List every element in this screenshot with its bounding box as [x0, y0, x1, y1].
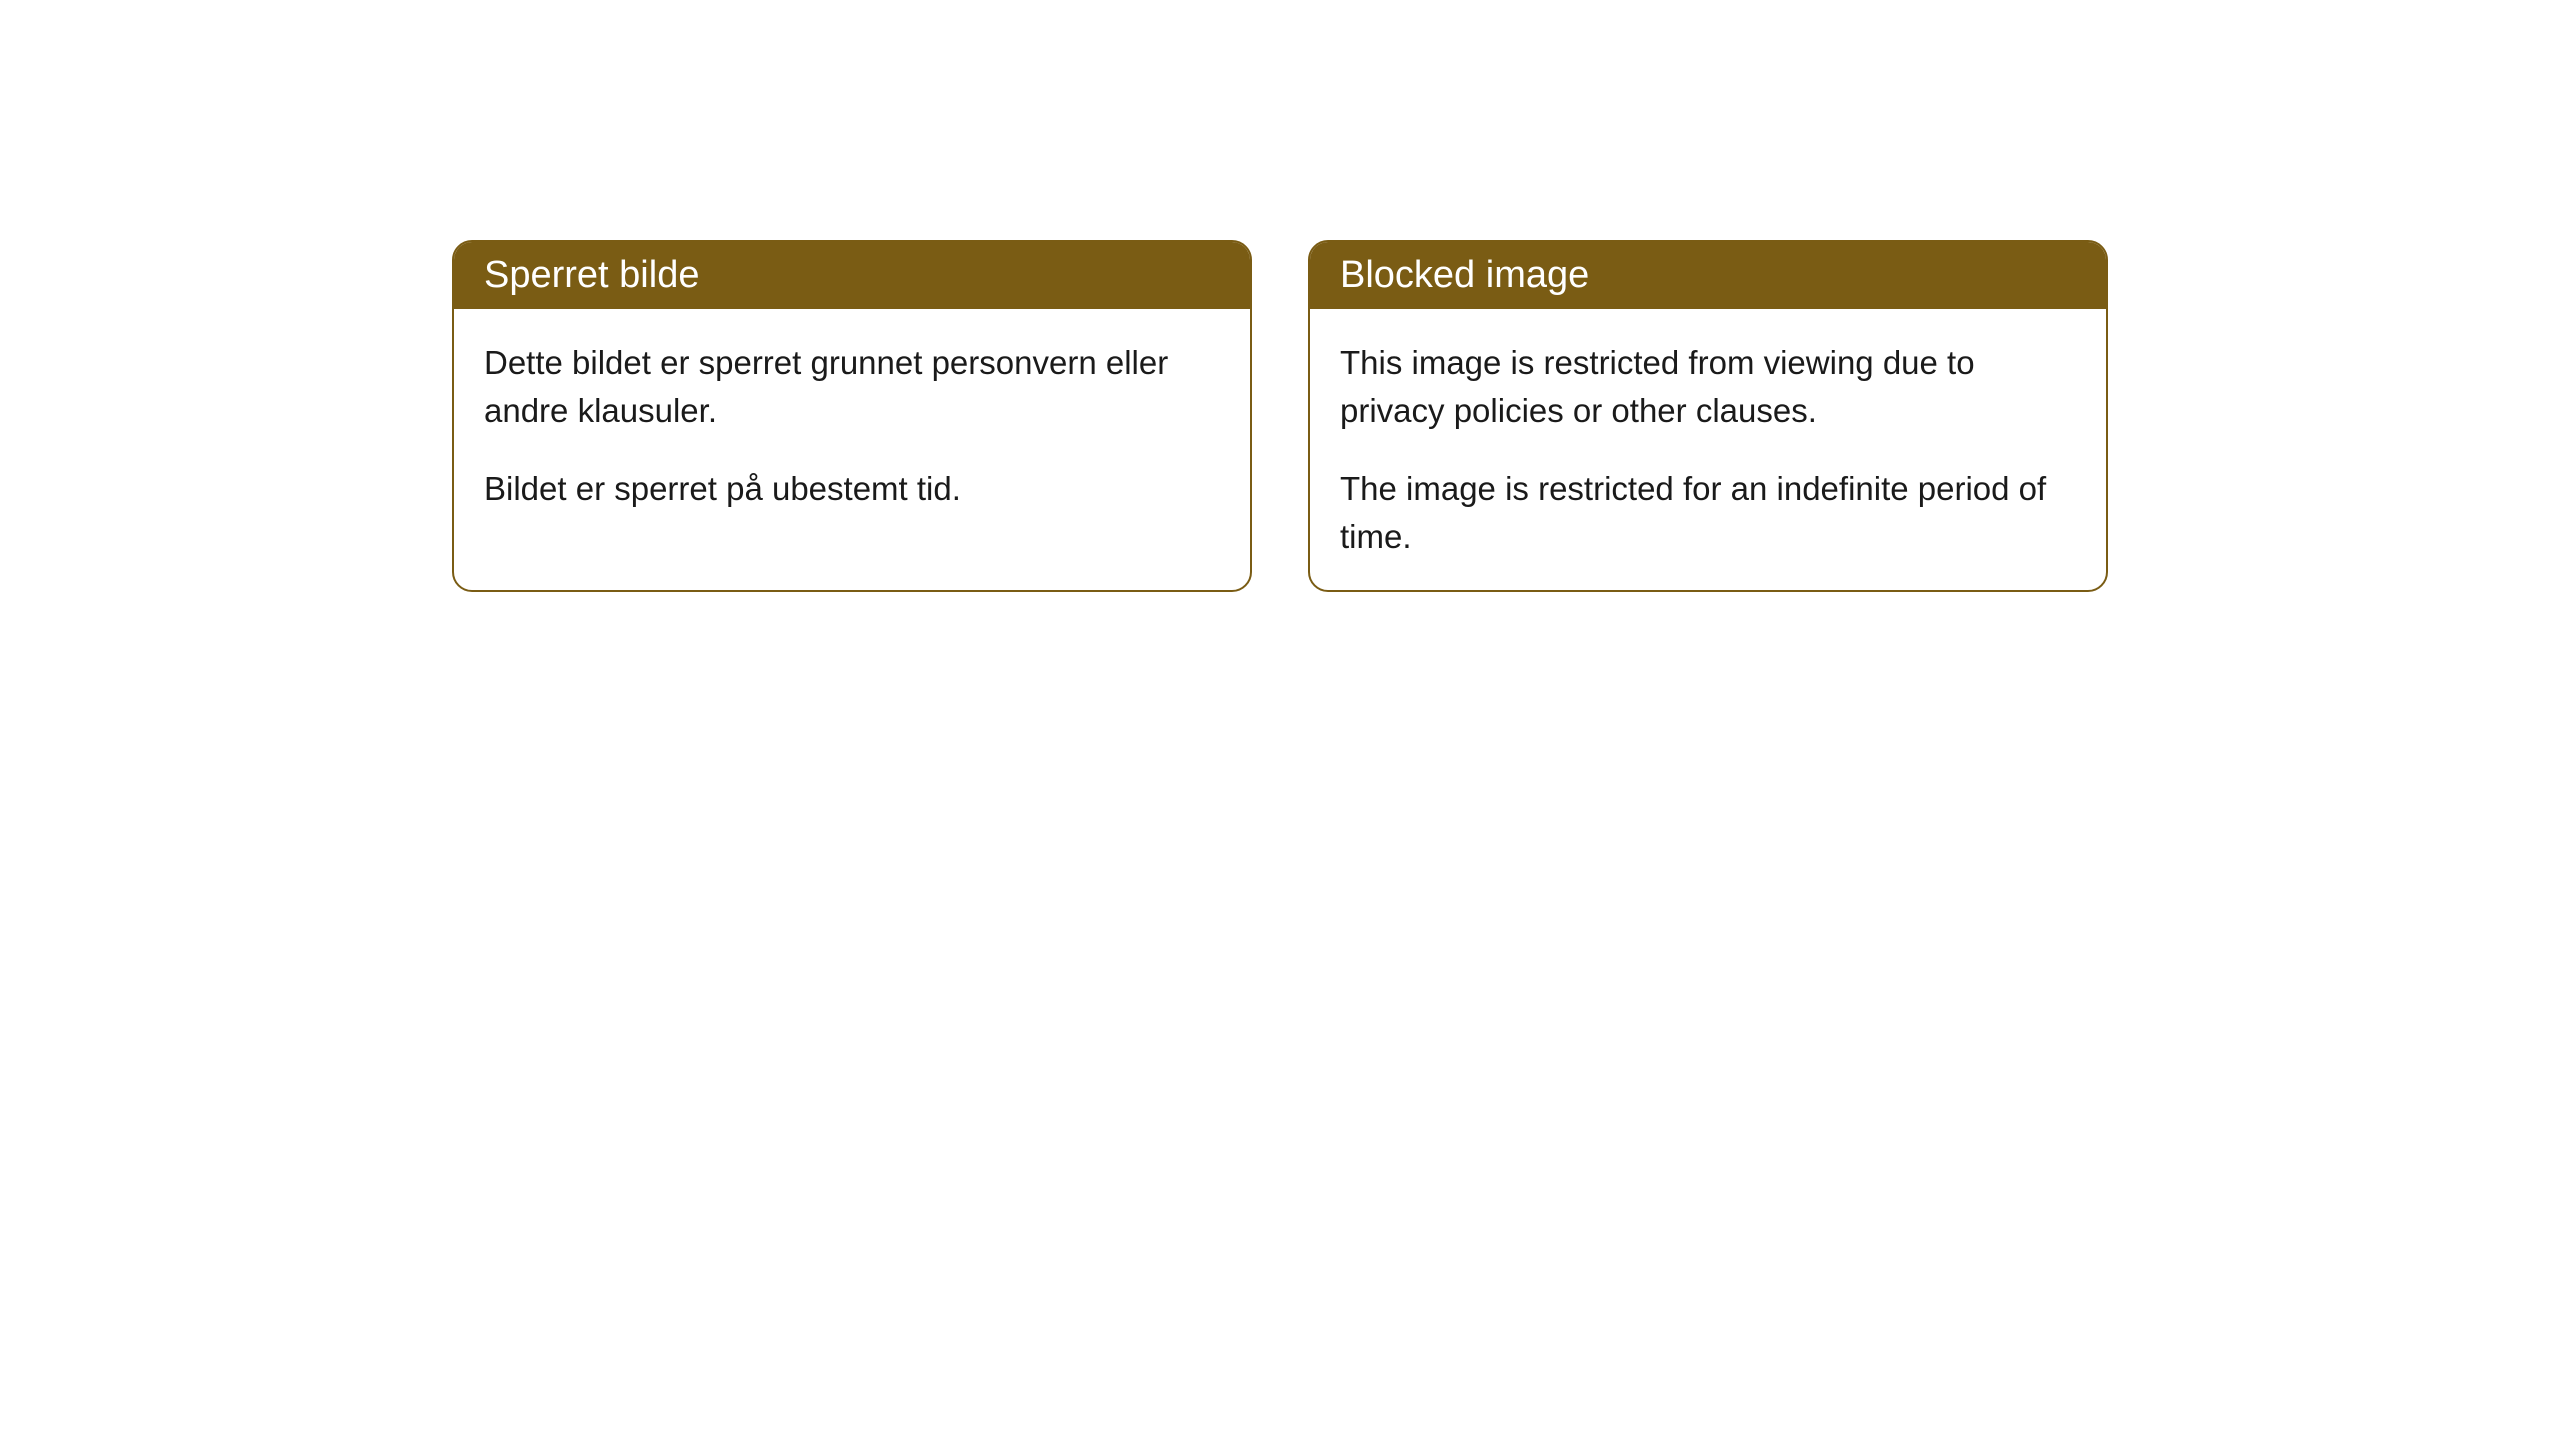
cards-container: Sperret bilde Dette bildet er sperret gr… — [0, 0, 2560, 592]
card-paragraph-1: Dette bildet er sperret grunnet personve… — [484, 339, 1220, 435]
card-header-norwegian: Sperret bilde — [454, 242, 1250, 309]
card-paragraph-2: The image is restricted for an indefinit… — [1340, 465, 2076, 561]
card-title: Blocked image — [1340, 254, 1589, 296]
card-title: Sperret bilde — [484, 254, 699, 296]
card-body-norwegian: Dette bildet er sperret grunnet personve… — [454, 309, 1250, 543]
card-body-english: This image is restricted from viewing du… — [1310, 309, 2106, 590]
card-header-english: Blocked image — [1310, 242, 2106, 309]
card-paragraph-1: This image is restricted from viewing du… — [1340, 339, 2076, 435]
blocked-image-card-norwegian: Sperret bilde Dette bildet er sperret gr… — [452, 240, 1252, 592]
card-paragraph-2: Bildet er sperret på ubestemt tid. — [484, 465, 1220, 513]
blocked-image-card-english: Blocked image This image is restricted f… — [1308, 240, 2108, 592]
